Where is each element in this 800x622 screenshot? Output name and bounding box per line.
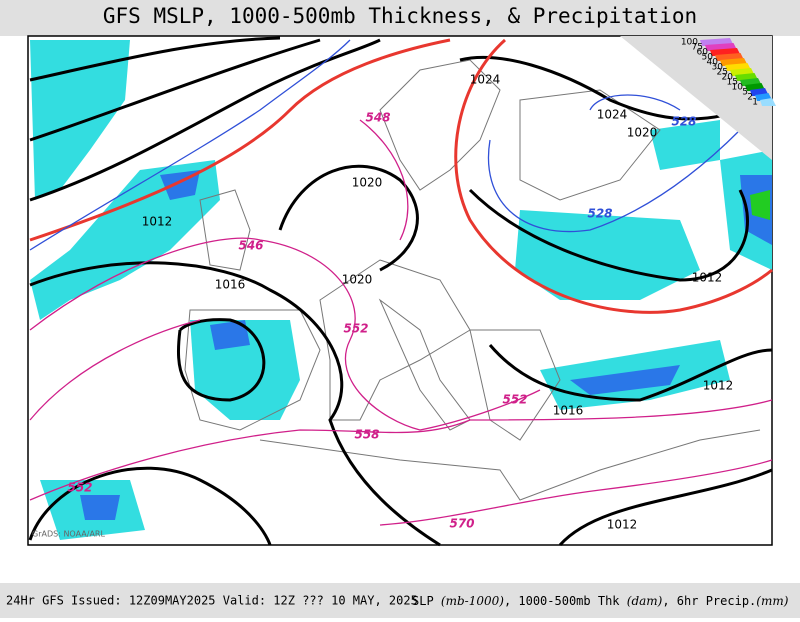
colorbar-label: 10 <box>732 83 744 93</box>
footer-part: , 6hr Precip. <box>662 594 756 608</box>
thickness-label: 548 <box>365 111 390 125</box>
footer-part: SLP <box>412 594 441 608</box>
colorbar-label: 30 <box>712 63 724 73</box>
isobar-label: 1016 <box>215 278 246 292</box>
colorbar-label: 2 <box>747 93 753 103</box>
thickness-540 <box>29 38 773 314</box>
coastlines <box>184 59 761 501</box>
thickness-label: 546 <box>238 239 263 253</box>
title: GFS MSLP, 1000-500mb Thickness, & Precip… <box>103 4 697 28</box>
isobar-label: 1012 <box>142 215 173 229</box>
isobar-label: 1020 <box>627 126 658 140</box>
footer-part: , 1000-500mb Thk <box>504 594 627 608</box>
title-bar <box>0 0 800 36</box>
thickness-label: 558 <box>354 428 379 442</box>
colorbar-label: 75 <box>692 43 703 53</box>
isobars <box>28 36 773 547</box>
isobar-label: 1012 <box>703 379 734 393</box>
footer-part: (dam) <box>627 594 663 608</box>
colorbar-label: 5 <box>742 88 748 98</box>
credit: GrADS: NOAA/ARL <box>32 530 105 539</box>
footer-legend: SLP (mb-1000), 1000-500mb Thk (dam), 6hr… <box>412 594 789 608</box>
colorbar-label: 20 <box>722 73 734 83</box>
thickness-label: 528 <box>587 207 612 221</box>
isobar-label: 1020 <box>352 176 383 190</box>
isobar-label: 1020 <box>342 273 373 287</box>
precip-peak <box>750 190 770 220</box>
thickness-label: 570 <box>449 517 474 531</box>
isobar-label: 1024 <box>470 73 501 87</box>
colorbar-label: 1 <box>752 98 758 108</box>
thickness-label: 552 <box>502 393 527 407</box>
colorbar-label: 15 <box>727 78 738 88</box>
isobar-label: 1012 <box>692 271 723 285</box>
footer-bar <box>0 583 800 618</box>
footer-issued: 24Hr GFS Issued: 12Z09MAY2025 Valid: 12Z… <box>6 594 418 608</box>
footer-part: (mb-1000) <box>441 594 504 608</box>
thickness-contours <box>29 119 773 526</box>
thickness-cold <box>29 39 741 251</box>
thickness-label: 528 <box>671 115 696 129</box>
colorbar-label: 40 <box>707 58 719 68</box>
colorbar-label: 50 <box>702 53 714 63</box>
isobar-label: 1024 <box>597 108 628 122</box>
colorbar-label: 100 <box>681 38 698 48</box>
thickness-label: 552 <box>343 322 368 336</box>
footer-part: (mm) <box>756 594 788 608</box>
colorbar-label: 60 <box>697 48 709 58</box>
colorbar-label: 25 <box>717 68 728 78</box>
isobar-label: 1012 <box>607 518 638 532</box>
thickness-label: 552 <box>67 481 92 495</box>
isobar-label: 1016 <box>553 404 584 418</box>
colorbar-swatch <box>760 98 776 106</box>
